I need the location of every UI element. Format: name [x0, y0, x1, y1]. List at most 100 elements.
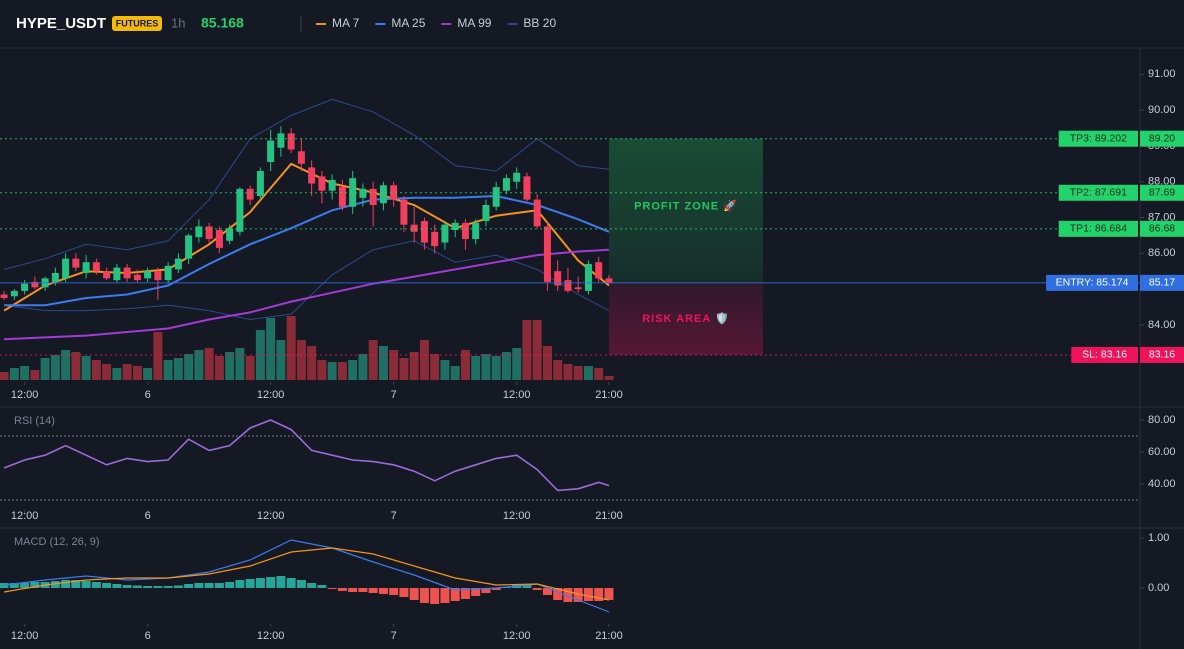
macd-histogram — [440, 588, 450, 603]
volume-bar — [491, 356, 501, 380]
x-tick-label: 6 — [145, 389, 151, 401]
macd-histogram — [276, 576, 286, 588]
level-axis-label: 86.68 — [1149, 223, 1175, 235]
macd-histogram — [573, 588, 583, 602]
volume-bar — [501, 352, 511, 380]
candle-body — [492, 187, 500, 207]
interval: 1h — [171, 15, 185, 30]
candle-body — [164, 265, 172, 281]
candle-body — [144, 271, 152, 279]
x-tick-label: 7 — [391, 630, 397, 642]
candle-body — [523, 176, 531, 200]
volume-bar — [307, 346, 317, 380]
level-axis-bg — [1140, 184, 1184, 201]
volume-bar — [327, 362, 337, 380]
macd-histogram — [245, 579, 255, 588]
volume-bar — [61, 350, 71, 380]
x-tick-label: 6 — [145, 510, 151, 522]
candle-body — [513, 172, 521, 182]
candle-body — [605, 278, 613, 284]
volume-bar — [573, 366, 583, 380]
level-axis-label: 87.69 — [1149, 187, 1175, 199]
candle-body — [174, 258, 182, 270]
badge: FUTURES — [116, 18, 159, 28]
candle-body — [113, 267, 121, 281]
macd-histogram — [419, 588, 429, 603]
zone-label: PROFIT ZONE 🚀 — [634, 200, 738, 213]
level-label: TP3: 89.202 — [1070, 132, 1127, 144]
macd-histogram — [184, 584, 194, 588]
volume-bar — [532, 320, 542, 380]
level-label: SL: 83.16 — [1082, 349, 1127, 361]
y-tick-label: 91.00 — [1148, 68, 1176, 80]
level-label-bg — [1046, 274, 1138, 291]
candle-body — [215, 230, 223, 248]
level-axis-bg — [1140, 130, 1184, 147]
volume-bar — [153, 332, 163, 380]
candle-body — [267, 140, 275, 163]
volume-bar — [583, 366, 593, 380]
macd-histogram — [204, 583, 214, 588]
moving-average — [4, 248, 610, 341]
level-label-bg — [1058, 184, 1138, 201]
macd-histogram — [286, 578, 296, 588]
volume-bar — [378, 346, 388, 380]
volume-bar — [0, 372, 9, 380]
volume-bar — [50, 355, 60, 380]
level-axis-bg — [1140, 274, 1184, 291]
macd-histogram — [337, 588, 347, 591]
x-tick-label: 7 — [391, 510, 397, 522]
volume-bar — [542, 346, 552, 380]
volume-bar — [337, 362, 347, 380]
volume-bar — [40, 358, 50, 380]
macd-histogram — [358, 588, 368, 592]
candle-body — [451, 222, 459, 231]
candle-body — [410, 224, 418, 232]
zone — [608, 282, 763, 355]
x-tick-label: 21:00 — [595, 389, 623, 401]
macd-histogram — [173, 585, 183, 588]
candle-body — [62, 258, 70, 279]
volume-bar — [522, 320, 532, 380]
level-label: TP2: 87.691 — [1070, 187, 1127, 199]
macd-histogram — [255, 578, 265, 588]
candle-body — [564, 280, 572, 291]
x-tick-label: 21:00 — [595, 630, 623, 642]
candle-body — [482, 204, 490, 222]
macd-histogram — [132, 585, 142, 588]
pane-title: RSI (14) — [14, 415, 55, 427]
level-axis-bg — [1140, 346, 1184, 363]
candle-body — [379, 185, 387, 204]
volume-bar — [563, 364, 573, 380]
bb-upper — [3, 98, 610, 270]
macd-histogram — [389, 588, 399, 595]
candle-body — [246, 188, 254, 200]
bb-lower — [4, 240, 610, 321]
candle-body — [205, 226, 213, 239]
volume-bar — [173, 358, 183, 380]
macd-histogram — [368, 588, 378, 593]
candle-body — [287, 133, 295, 150]
symbol: HYPE_USDT — [16, 15, 106, 32]
macd-histogram — [604, 588, 614, 600]
macd-histogram — [225, 582, 235, 588]
candle-body — [328, 179, 336, 191]
y-tick-label: 0.00 — [1148, 582, 1169, 594]
volume-bar — [286, 316, 296, 380]
macd-histogram — [266, 577, 276, 588]
macd-histogram — [102, 583, 112, 588]
candle-body — [72, 258, 80, 268]
legend-label: BB 20 — [523, 16, 556, 30]
level-axis-label: 83.16 — [1149, 349, 1175, 361]
volume-bar — [71, 352, 81, 380]
volume-bar — [409, 352, 419, 380]
macd-histogram — [450, 588, 460, 601]
macd-histogram — [583, 588, 593, 601]
macd-histogram — [61, 580, 71, 588]
candle-body — [226, 228, 234, 241]
x-tick-label: 12:00 — [503, 630, 531, 642]
macd-histogram — [327, 588, 337, 589]
moving-average — [4, 194, 610, 307]
